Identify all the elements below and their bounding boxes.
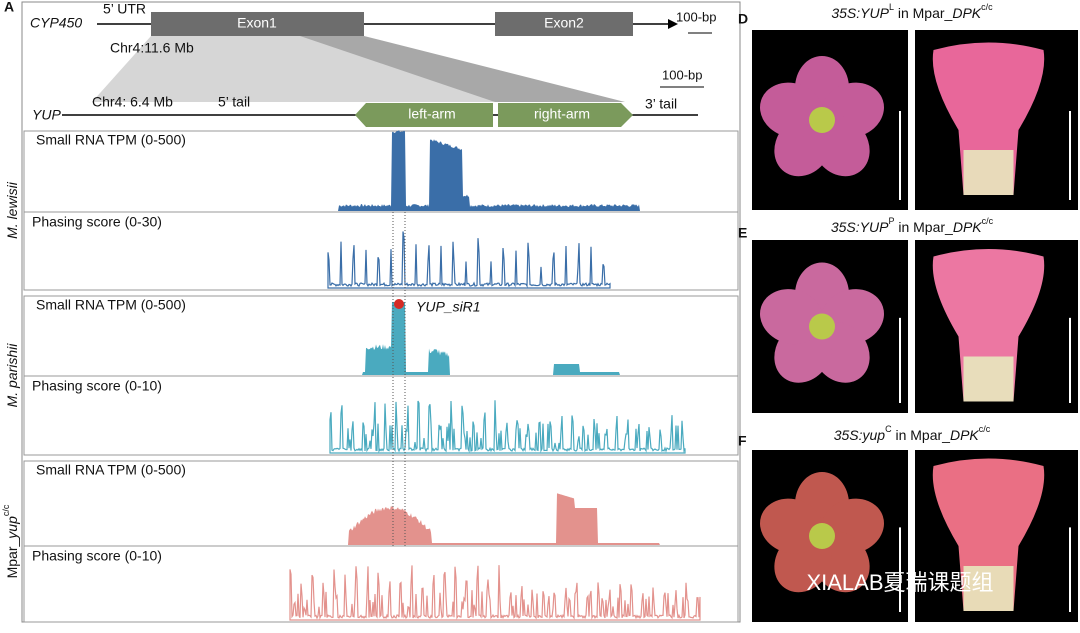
track-label: Phasing score (0-30) — [32, 214, 162, 230]
corolla-tube — [932, 42, 1045, 195]
track-label: Small RNA TPM (0-500) — [36, 297, 186, 313]
tube-base — [963, 150, 1014, 195]
tube-base — [963, 566, 1014, 611]
text-part: Mpar_ — [4, 538, 20, 578]
track-frame — [23, 460, 739, 623]
srna-profile — [330, 493, 665, 545]
srna-profile — [330, 302, 665, 375]
panel-title: 35S:YUPP in Mpar_DPKc/c — [831, 216, 994, 234]
gene-name: CYP450 — [30, 15, 82, 31]
text-part: DPK — [952, 5, 981, 21]
exon — [151, 12, 364, 36]
track-label: Small RNA TPM (0-500) — [36, 462, 186, 478]
text-part: P — [888, 216, 894, 226]
label: Chr4:11.6 Mb — [110, 40, 194, 56]
text-part: c/c — [982, 216, 994, 226]
flower-center — [809, 523, 835, 549]
label: 5’ UTR — [103, 1, 146, 17]
track-label: Phasing score (0-10) — [32, 548, 162, 564]
phasing-profile — [289, 565, 701, 621]
petal — [760, 289, 824, 345]
arm — [498, 103, 633, 127]
phasing-profile — [329, 400, 686, 454]
panel-title: 35S:YUPL in Mpar_DPKc/c — [831, 2, 993, 20]
marker-label: YUP_siR1 — [416, 299, 481, 315]
text-part: 35S:YUP — [831, 219, 889, 235]
srna-profile — [330, 130, 665, 211]
label: 5’ tail — [218, 94, 250, 110]
flower-center — [809, 313, 835, 340]
flower-center — [809, 107, 835, 133]
text-part: in Mpar_ — [892, 427, 951, 443]
panel-label: A — [4, 0, 14, 15]
text-part: 35S:yup — [834, 427, 886, 443]
text-part: in Mpar_ — [894, 219, 953, 235]
arm-label: left-arm — [408, 106, 455, 122]
exon — [495, 12, 633, 36]
panel-label: D — [738, 11, 748, 27]
phasing-profile — [327, 231, 611, 289]
scale-label: 100-bp — [676, 9, 716, 24]
scale-label: 100-bp — [662, 67, 702, 82]
text-part: 35S:YUP — [831, 5, 889, 21]
watermark: XIALAB夏瑞课题组 — [806, 570, 993, 595]
synteny-band — [300, 36, 625, 102]
arm — [355, 103, 493, 127]
label: 3’ tail — [645, 96, 677, 112]
panel-label: E — [738, 225, 747, 241]
text-part: c/c — [1, 504, 11, 516]
text-part: in Mpar_ — [894, 5, 953, 21]
petal — [760, 498, 824, 554]
petal — [760, 82, 824, 138]
arm-label: right-arm — [534, 106, 590, 122]
text-part: DPK — [953, 219, 982, 235]
species-label: Mpar_yupc/c — [1, 504, 19, 578]
label: Chr4: 6.4 Mb — [92, 94, 173, 110]
text-part: yup — [4, 516, 20, 540]
text-part: c/c — [979, 424, 991, 434]
track-label: Small RNA TPM (0-500) — [36, 132, 186, 148]
text-part: M. parishii — [4, 343, 20, 408]
exon-label: Exon2 — [544, 15, 584, 31]
arrow — [668, 19, 678, 29]
text-part: L — [889, 2, 894, 12]
species-label: M. lewisii — [4, 181, 20, 239]
species-label: M. parishii — [4, 343, 20, 408]
marker-dot — [394, 299, 404, 309]
text-part: DPK — [950, 427, 979, 443]
track-label: Phasing score (0-10) — [32, 378, 162, 394]
tube-base — [963, 356, 1014, 402]
panel-label: F — [738, 433, 747, 449]
panel-title: 35S:yupC in Mpar_DPKc/c — [834, 424, 991, 442]
corolla-tube — [932, 249, 1045, 402]
text-part: C — [885, 424, 892, 434]
text-part: M. lewisii — [4, 181, 20, 239]
gene-name: YUP — [32, 107, 61, 123]
text-part: c/c — [981, 2, 993, 12]
exon-label: Exon1 — [237, 15, 277, 31]
corolla-tube — [932, 458, 1045, 611]
track-frame — [23, 130, 739, 291]
